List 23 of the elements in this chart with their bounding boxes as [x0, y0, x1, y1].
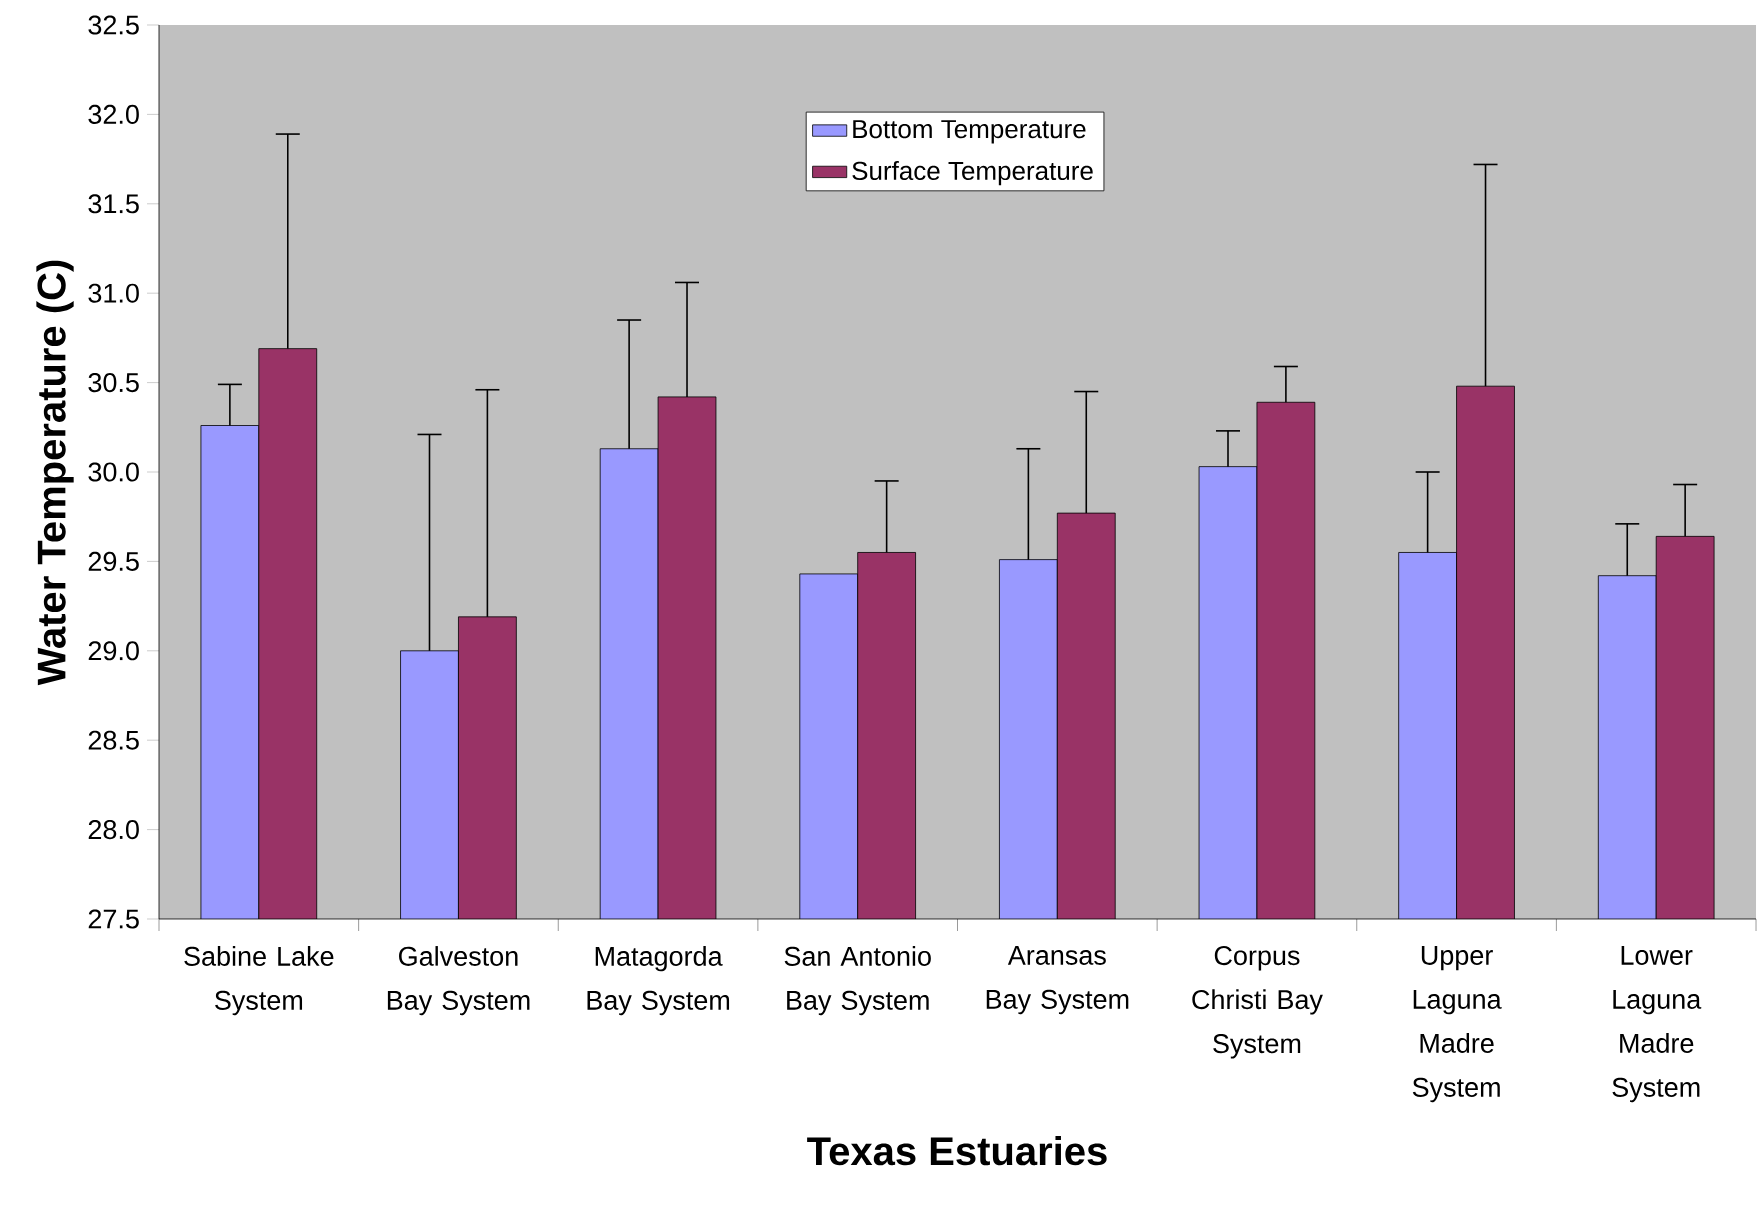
legend-label: Surface Temperature: [852, 161, 1093, 186]
y-tick-label: 32.5: [88, 15, 139, 35]
y-tick-label: 28.0: [88, 820, 139, 840]
x-tick-label: Matagorda Bay System: [587, 946, 730, 1016]
x-tick-label: Upper Laguna Madre System: [1412, 946, 1502, 1103]
x-tick-label: Galveston Bay System: [387, 946, 530, 1016]
legend-label: Bottom Temperature: [853, 120, 1086, 144]
x-tick-label: Sabine Lake System: [184, 946, 334, 1016]
y-tick-label: 30.5: [88, 373, 139, 393]
y-tick-label: 31.0: [88, 283, 139, 303]
y-tick-label: 32.0: [88, 104, 139, 124]
y-axis-title: Water Temperature (C): [36, 260, 74, 686]
x-tick-label: Corpus Christi Bay System: [1192, 946, 1323, 1059]
x-tick-label: Aransas Bay System: [986, 946, 1129, 1015]
y-tick-label: 27.5: [88, 909, 139, 929]
y-tick-label: 30.0: [88, 462, 139, 482]
x-tick-label: Lower Laguna Madre System: [1612, 946, 1702, 1103]
x-tick-label: San Antonio Bay System: [784, 946, 931, 1016]
y-tick-label: 28.5: [88, 730, 139, 750]
y-tick-label: 29.0: [88, 641, 139, 661]
y-tick-label: 31.5: [88, 194, 139, 214]
x-axis-title: Texas Estuaries: [807, 1135, 1107, 1166]
y-tick-label: 29.5: [88, 551, 139, 571]
